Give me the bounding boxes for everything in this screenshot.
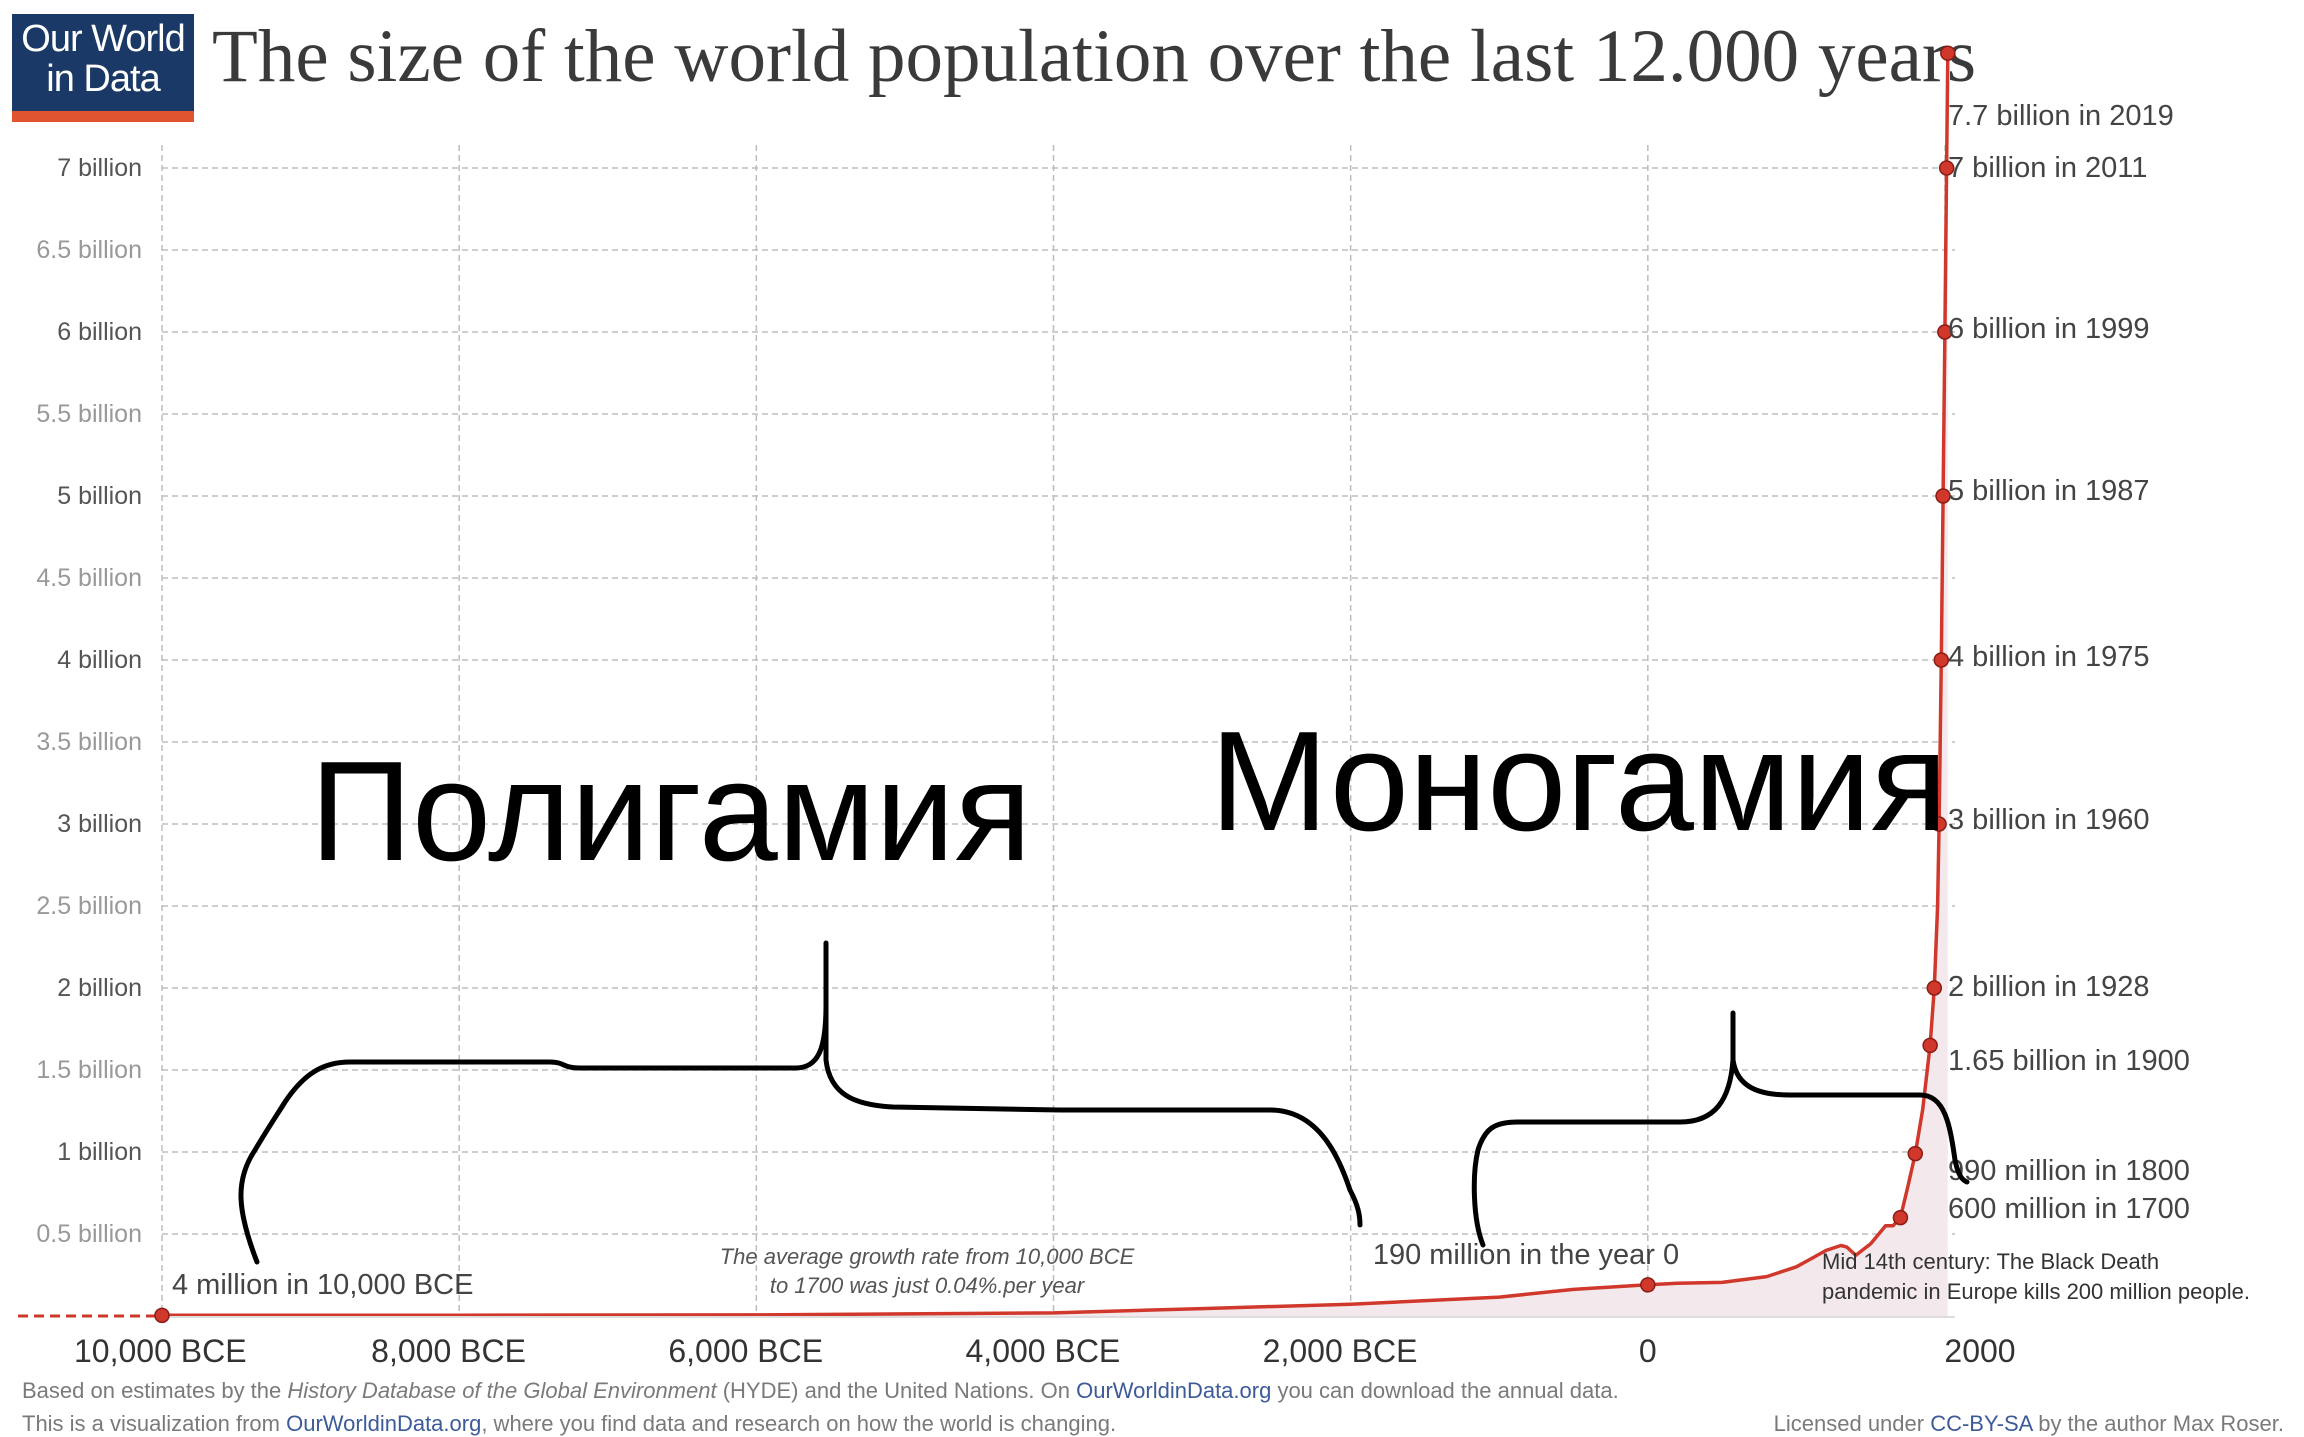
owid-logo: Our World in Data (12, 14, 194, 122)
data-point-label: 6 billion in 1999 (1948, 313, 2150, 345)
x-tick-label: 6,000 BCE (668, 1333, 823, 1369)
y-tick-label: 3 billion (57, 810, 142, 838)
data-point-label: 3 billion in 1960 (1948, 804, 2150, 836)
growth-annotation-line-2: to 1700 was just 0.04%.per year (770, 1273, 1086, 1298)
growth-annotation-line-1: The average growth rate from 10,000 BCE (720, 1244, 1135, 1269)
line-layer (161, 53, 1950, 1318)
monogamy-label: Моногамия (1210, 702, 1948, 861)
data-point-marker (1892, 1209, 1909, 1226)
annotation-layer: The average growth rate from 10,000 BCE … (720, 1244, 2250, 1304)
logo-line-1: Our World (21, 18, 185, 60)
data-point-marker (1935, 488, 1951, 504)
footer-visualization-line: This is a visualization from OurWorldinD… (22, 1411, 1116, 1437)
data-point-marker (1640, 1277, 1656, 1293)
data-point-label: 2 billion in 1928 (1948, 971, 2150, 1003)
logo-line-2: in Data (46, 58, 160, 100)
footer-source-suffix: you can download the annual data. (1271, 1378, 1619, 1403)
x-tick-label: 2,000 BCE (1263, 1333, 1418, 1369)
data-point-label: 5 billion in 1987 (1948, 475, 2150, 507)
data-point-label: 7.7 billion in 2019 (1948, 100, 2174, 132)
polygamy-label: Полигамия (310, 732, 1032, 891)
x-tick-label: 10,000 BCE (74, 1333, 247, 1369)
footer-source-prefix: Based on estimates by the (22, 1378, 288, 1403)
data-point-marker (1938, 160, 1955, 176)
y-tick-label: 5 billion (57, 482, 142, 510)
area-layer (162, 53, 1948, 1317)
x-tick-label: 8,000 BCE (371, 1333, 526, 1369)
polygamy-brace (238, 940, 1363, 1265)
footer-license-line: Licensed under CC-BY-SA by the author Ma… (1774, 1411, 2284, 1437)
data-point-label: 4 million in 10,000 BCE (172, 1269, 473, 1301)
data-point-marker (1933, 652, 1950, 668)
data-point-label: 600 million in 1700 (1948, 1193, 2190, 1225)
y-tick-label: 7 billion (57, 154, 142, 182)
data-point-label: 190 million in the year 0 (1373, 1239, 1679, 1271)
data-point-marker (1940, 45, 1956, 61)
x-tick-label: 4,000 BCE (966, 1333, 1121, 1369)
monogamy-brace (1471, 1010, 1970, 1248)
data-point-marker (1937, 324, 1953, 340)
footer-owid-link-2[interactable]: OurWorldinData.org (286, 1411, 482, 1436)
x-tick-label: 2000 (1944, 1333, 2015, 1369)
overlay-layer: Полигамия Моногамия (238, 702, 1970, 1265)
y-tick-label: 4.5 billion (36, 564, 142, 592)
data-point-marker (1931, 816, 1947, 832)
black-death-annotation-line-1: Mid 14th century: The Black Death (1822, 1249, 2159, 1274)
footer-vis-suffix: , where you find data and research on ho… (481, 1411, 1117, 1436)
y-tick-label: 2 billion (57, 974, 142, 1002)
y-tick-label: 3.5 billion (36, 728, 142, 756)
footer-license-link[interactable]: CC-BY-SA (1930, 1411, 2033, 1436)
y-tick-label: 0.5 billion (36, 1220, 142, 1248)
footer-source-middle: (HYDE) and the United Nations. On (716, 1378, 1077, 1403)
data-point-label: 4 billion in 1975 (1948, 641, 2150, 673)
y-tick-label: 6 billion (57, 318, 142, 346)
y-tick-label: 2.5 billion (36, 892, 142, 920)
footer-source-hyde: History Database of the Global Environme… (287, 1378, 717, 1403)
y-tick-label: 5.5 billion (36, 400, 142, 428)
data-point-marker (1926, 980, 1943, 996)
y-tick-label: 4 billion (57, 646, 142, 674)
y-tick-label: 1.5 billion (36, 1056, 142, 1084)
data-point-label: 1.65 billion in 1900 (1948, 1045, 2190, 1077)
data-point-marker (1907, 1145, 1924, 1162)
y-tick-label: 6.5 billion (36, 236, 142, 264)
footer-license-prefix: Licensed under (1773, 1411, 1931, 1436)
footer-license-suffix: by the author Max Roser. (2032, 1411, 2284, 1436)
chart-title: The size of the world population over th… (212, 15, 1977, 98)
population-area (162, 53, 1948, 1317)
axis-layer: 0.5 billion 1 billion 1.5 billion 2 billion… (18, 154, 2016, 1369)
footer-vis-prefix: This is a visualization from (22, 1411, 287, 1436)
logo-accent-bar (12, 111, 194, 122)
black-death-annotation-line-2: pandemic in Europe kills 200 million peo… (1822, 1279, 2250, 1304)
data-point-label: 7 billion in 2011 (1948, 152, 2147, 184)
footer-source-line: Based on estimates by the History Databa… (22, 1378, 1619, 1404)
footer-owid-link-1[interactable]: OurWorldinData.org (1076, 1378, 1272, 1403)
data-point-marker (1922, 1037, 1938, 1054)
data-point-label: 990 million in 1800 (1948, 1155, 2190, 1187)
marker-layer: 4 million in 10,000 BCE 190 million in th… (154, 45, 2190, 1324)
data-point-marker (154, 1307, 170, 1324)
x-tick-label: 0 (1639, 1333, 1657, 1369)
population-line (161, 53, 1950, 1318)
y-tick-label: 1 billion (57, 1138, 142, 1166)
